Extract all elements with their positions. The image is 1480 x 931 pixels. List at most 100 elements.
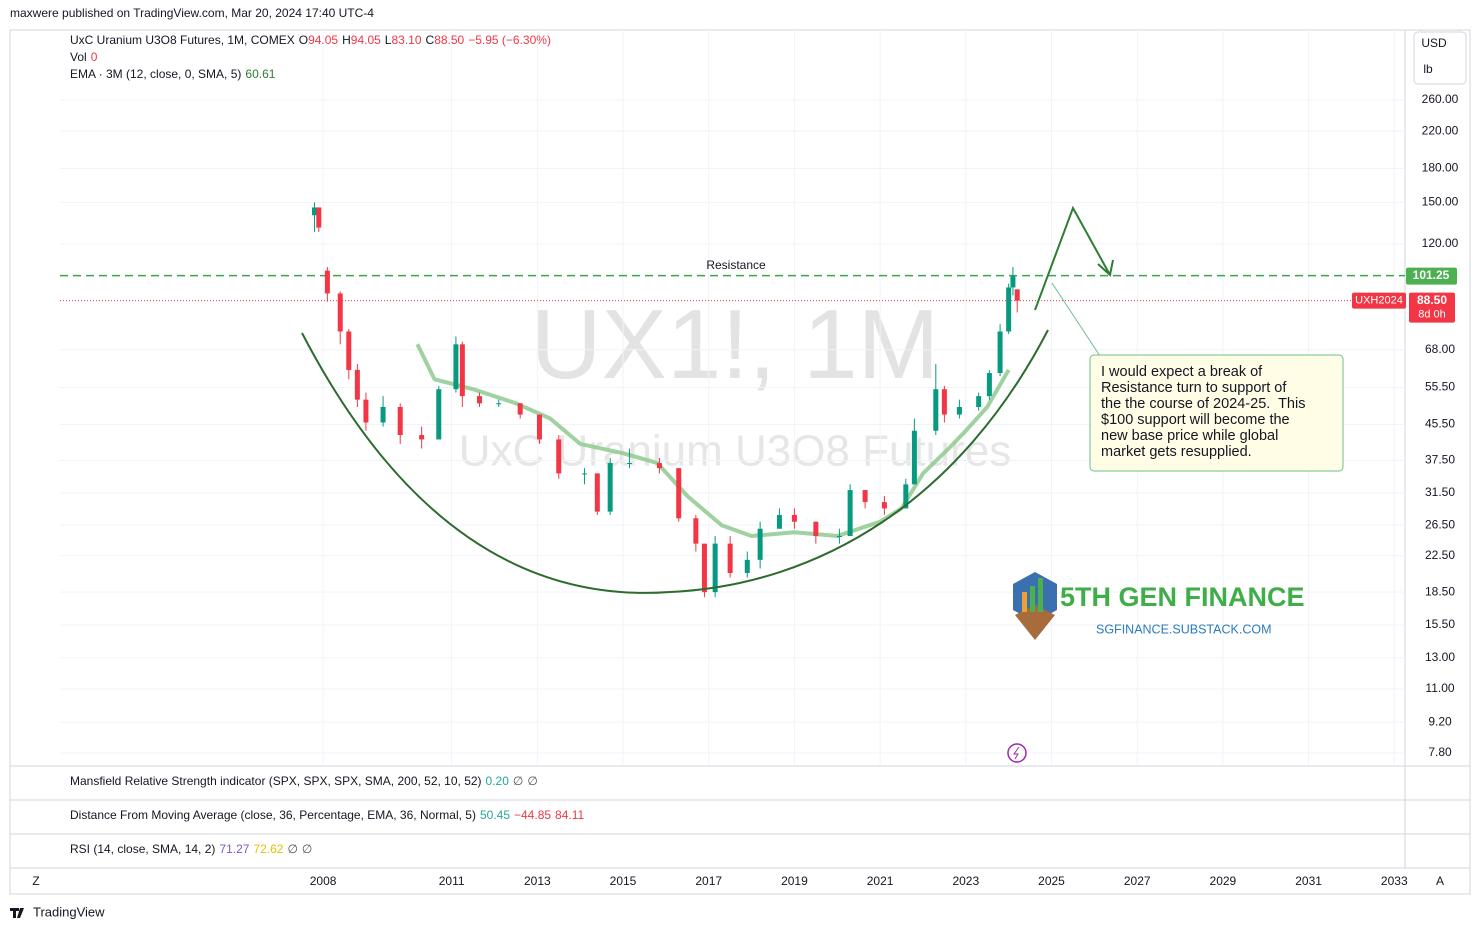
event-bolt — [1013, 746, 1020, 760]
indicators: Mansfield Relative Strength indicator (S… — [70, 774, 585, 856]
candle-body — [986, 373, 992, 397]
ohlc-label: H — [342, 33, 351, 47]
callout-line: $100 support will become the — [1101, 412, 1290, 428]
candle-body — [436, 389, 442, 440]
candle-body — [903, 484, 909, 509]
y-tick-label: 31.50 — [1425, 485, 1455, 499]
cup-curve — [301, 329, 1049, 594]
indicator-name: Distance From Moving Average (close, 36,… — [70, 808, 476, 822]
indicator-value: ∅ — [513, 774, 523, 788]
x-tick-label: 2031 — [1295, 874, 1322, 888]
ema-label: EMA · 3M (12, close, 0, SMA, 5) — [70, 67, 241, 81]
candle-body — [626, 463, 632, 465]
countdown: 8d 0h — [1418, 309, 1446, 321]
legend-symbol: UxC Uranium U3O8 Futures, 1M, COMEX — [70, 33, 295, 47]
projection-arrow — [1034, 205, 1114, 311]
candle-body — [476, 396, 482, 404]
legend: UxC Uranium U3O8 Futures, 1M, COMEX O 94.0… — [70, 33, 551, 81]
candle-body — [1014, 289, 1020, 301]
candle-body — [1010, 276, 1016, 288]
y-tick-label: 15.50 — [1425, 617, 1455, 631]
x-tick-label: 2033 — [1381, 874, 1408, 888]
logo-base — [1015, 605, 1055, 640]
y-tick-label: 18.50 — [1425, 584, 1455, 598]
candle-body — [676, 468, 682, 519]
currency[interactable]: USD — [1421, 36, 1447, 50]
price-tag-label: 101.25 — [1413, 268, 1450, 282]
y-tick-label: 150.00 — [1422, 195, 1459, 209]
callout-pointer — [1051, 282, 1101, 357]
candle-body — [881, 502, 887, 509]
x-tick-label: 2015 — [610, 874, 637, 888]
event-icon[interactable] — [1007, 743, 1027, 763]
legend-change: −5.95 (−6.30%) — [468, 33, 551, 47]
candle-body — [744, 559, 750, 573]
price-tag — [1406, 267, 1457, 285]
candle-body — [496, 403, 502, 405]
indicator-value: 72.62 — [253, 842, 283, 856]
y-tick-label: 180.00 — [1422, 161, 1459, 175]
candle-body — [419, 435, 425, 440]
candle-body — [933, 389, 939, 431]
callout-line: market gets resupplied. — [1101, 444, 1252, 460]
zoom-left[interactable]: Z — [32, 874, 39, 888]
indicator-value: 84.11 — [555, 808, 584, 822]
indicator-name: RSI (14, close, SMA, 14, 2) — [70, 842, 215, 856]
y-tick-label: 68.00 — [1425, 342, 1455, 356]
y-tick-label: 45.50 — [1425, 417, 1455, 431]
y-tick-label: 11.00 — [1425, 681, 1454, 695]
indicator-value: ∅ — [527, 774, 537, 788]
x-tick-label: 2008 — [310, 874, 337, 888]
candle-body — [337, 293, 343, 332]
ohlc-value: 94.05 — [308, 33, 338, 47]
candle-body — [941, 389, 947, 415]
candle-body — [727, 543, 733, 573]
published: maxwere published on TradingView.com, Ma… — [10, 6, 374, 20]
candle-body — [976, 396, 982, 407]
candle-body — [459, 344, 465, 397]
y-tick-label: 37.50 — [1425, 453, 1455, 467]
frame — [9, 29, 1471, 895]
x-tick-label: 2023 — [952, 874, 979, 888]
ohlc-label: O — [299, 33, 308, 47]
zoom-right[interactable]: A — [1436, 874, 1444, 888]
ohlc-value: 88.50 — [434, 33, 464, 47]
candle-body — [324, 270, 330, 294]
y-tick-label: 22.50 — [1425, 548, 1455, 562]
candle-body — [581, 473, 587, 475]
y-tick-label: 55.50 — [1425, 380, 1455, 394]
callout-line: I would expect a break of — [1101, 364, 1263, 380]
contract-label: UXH2024 — [1355, 295, 1403, 307]
callout-line: new base price while global — [1101, 428, 1278, 444]
y-tick-label: 13.00 — [1425, 650, 1455, 664]
y-tick-label: 260.00 — [1422, 92, 1459, 106]
x-tick-label: 2027 — [1124, 874, 1151, 888]
ohlc-label: C — [426, 33, 435, 47]
candle-body — [556, 439, 562, 474]
x-tick-label: 2029 — [1210, 874, 1237, 888]
callout-line: the the course of 2024-25. This — [1101, 396, 1305, 412]
candle-body — [1006, 287, 1012, 332]
candle-body — [517, 403, 523, 415]
candle-body — [911, 430, 917, 485]
price-tag-label: 88.50 — [1417, 293, 1447, 307]
candle-body — [847, 490, 853, 537]
vol-value: 0 — [91, 50, 98, 64]
candle-body — [607, 463, 613, 512]
candle-body — [316, 207, 322, 228]
tv-logo — [10, 908, 24, 918]
x-tick-label: 2021 — [867, 874, 894, 888]
candle-body — [836, 536, 842, 538]
candle-body — [363, 399, 369, 423]
callout-line: Resistance turn to support of — [1101, 380, 1287, 396]
logo-url: SGFINANCE.SUBSTACK.COM — [1096, 622, 1271, 636]
candle-body — [380, 406, 386, 423]
x-tick-label: 2019 — [781, 874, 808, 888]
callout — [1089, 354, 1344, 472]
ohlc-value: 83.10 — [391, 33, 421, 47]
unit[interactable]: lb — [1423, 62, 1433, 76]
candle-body — [354, 369, 360, 400]
y-tick-label: 220.00 — [1422, 123, 1459, 137]
unit-box[interactable] — [1413, 31, 1467, 85]
